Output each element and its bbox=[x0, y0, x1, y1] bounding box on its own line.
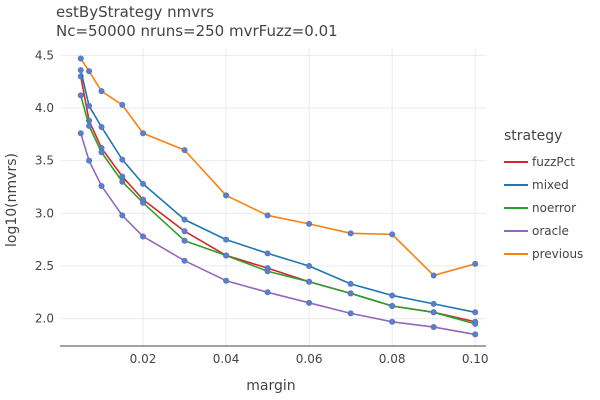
data-point-mixed bbox=[86, 102, 93, 109]
data-point-noerror bbox=[472, 320, 479, 327]
data-point-mixed bbox=[430, 300, 437, 307]
data-point-noerror bbox=[306, 278, 313, 285]
series-layer bbox=[77, 55, 479, 338]
x-axis-title: margin bbox=[246, 378, 295, 394]
data-point-oracle bbox=[264, 289, 271, 296]
data-point-mixed bbox=[140, 180, 147, 187]
x-tick-label: 0.06 bbox=[296, 352, 323, 366]
data-point-previous bbox=[223, 192, 230, 199]
x-tick-labels: 0.02 0.04 0.06 0.08 0.10 bbox=[130, 352, 489, 366]
x-tick-label: 0.08 bbox=[379, 352, 406, 366]
data-point-oracle bbox=[98, 182, 105, 189]
data-point-mixed bbox=[181, 216, 188, 223]
chart-title: estByStrategy nmvrs bbox=[56, 3, 214, 21]
y-tick-label: 4.5 bbox=[35, 48, 54, 62]
data-point-previous bbox=[264, 212, 271, 219]
y-tick-label: 4.0 bbox=[35, 101, 54, 115]
data-point-previous bbox=[389, 231, 396, 238]
data-point-noerror bbox=[430, 309, 437, 316]
legend-item-mixed[interactable]: mixed bbox=[504, 178, 569, 192]
y-tick-labels: 2.0 2.5 3.0 3.5 4.0 4.5 bbox=[35, 48, 54, 325]
legend-label: noerror bbox=[532, 201, 576, 215]
data-point-mixed bbox=[98, 123, 105, 130]
data-point-previous bbox=[98, 88, 105, 95]
data-point-previous bbox=[77, 55, 84, 62]
data-point-previous bbox=[86, 68, 93, 75]
series-noerror bbox=[77, 92, 479, 327]
series-oracle bbox=[77, 130, 479, 338]
data-point-mixed bbox=[119, 156, 126, 163]
data-point-noerror bbox=[77, 92, 84, 99]
data-point-noerror bbox=[264, 268, 271, 275]
legend-label: mixed bbox=[532, 178, 569, 192]
data-point-previous bbox=[472, 260, 479, 267]
data-point-fuzzPct bbox=[181, 228, 188, 235]
data-point-previous bbox=[181, 147, 188, 154]
legend-item-noerror[interactable]: noerror bbox=[504, 201, 576, 215]
data-point-previous bbox=[140, 130, 147, 137]
data-point-mixed bbox=[306, 262, 313, 269]
legend-label: previous bbox=[532, 247, 583, 261]
data-point-oracle bbox=[389, 318, 396, 325]
grid-layer bbox=[60, 48, 486, 346]
legend-item-previous[interactable]: previous bbox=[504, 247, 583, 261]
y-tick-label: 3.5 bbox=[35, 154, 54, 168]
series-previous bbox=[77, 55, 479, 279]
data-point-oracle bbox=[140, 233, 147, 240]
data-point-noerror bbox=[389, 302, 396, 309]
x-tick-label: 0.10 bbox=[462, 352, 489, 366]
legend-label: oracle bbox=[532, 224, 569, 238]
data-point-noerror bbox=[140, 199, 147, 206]
legend-item-oracle[interactable]: oracle bbox=[504, 224, 569, 238]
y-tick-label: 3.0 bbox=[35, 206, 54, 220]
data-point-previous bbox=[119, 101, 126, 108]
data-point-mixed bbox=[389, 292, 396, 299]
legend: strategy fuzzPct mixed noerror oracle previo… bbox=[504, 128, 583, 261]
data-point-noerror bbox=[347, 290, 354, 297]
data-point-oracle bbox=[472, 331, 479, 338]
data-point-oracle bbox=[430, 324, 437, 331]
data-point-mixed bbox=[77, 67, 84, 74]
legend-label: fuzzPct bbox=[532, 155, 575, 169]
data-point-oracle bbox=[86, 157, 93, 164]
data-point-noerror bbox=[223, 252, 230, 259]
data-point-mixed bbox=[347, 280, 354, 287]
data-point-oracle bbox=[119, 212, 126, 219]
x-tick-label: 0.02 bbox=[130, 352, 157, 366]
data-point-mixed bbox=[472, 309, 479, 316]
series-mixed bbox=[77, 67, 479, 316]
y-tick-label: 2.0 bbox=[35, 312, 54, 326]
x-tick-label: 0.04 bbox=[213, 352, 240, 366]
data-point-noerror bbox=[119, 178, 126, 185]
data-point-oracle bbox=[347, 310, 354, 317]
data-point-previous bbox=[347, 230, 354, 237]
legend-title: strategy bbox=[504, 128, 562, 144]
data-point-mixed bbox=[264, 250, 271, 257]
data-point-noerror bbox=[181, 237, 188, 244]
data-point-previous bbox=[430, 272, 437, 279]
y-axis-title: log10(nmvrs) bbox=[4, 153, 20, 247]
data-point-noerror bbox=[98, 149, 105, 156]
data-point-oracle bbox=[77, 130, 84, 137]
data-point-noerror bbox=[86, 122, 93, 129]
data-point-oracle bbox=[223, 277, 230, 284]
data-point-previous bbox=[306, 220, 313, 227]
data-point-oracle bbox=[181, 257, 188, 264]
legend-item-fuzzPct[interactable]: fuzzPct bbox=[504, 155, 575, 169]
chart-subtitle: Nc=50000 nruns=250 mvrFuzz=0.01 bbox=[56, 22, 338, 40]
data-point-oracle bbox=[306, 299, 313, 306]
y-tick-label: 2.5 bbox=[35, 259, 54, 273]
data-point-mixed bbox=[223, 236, 230, 243]
